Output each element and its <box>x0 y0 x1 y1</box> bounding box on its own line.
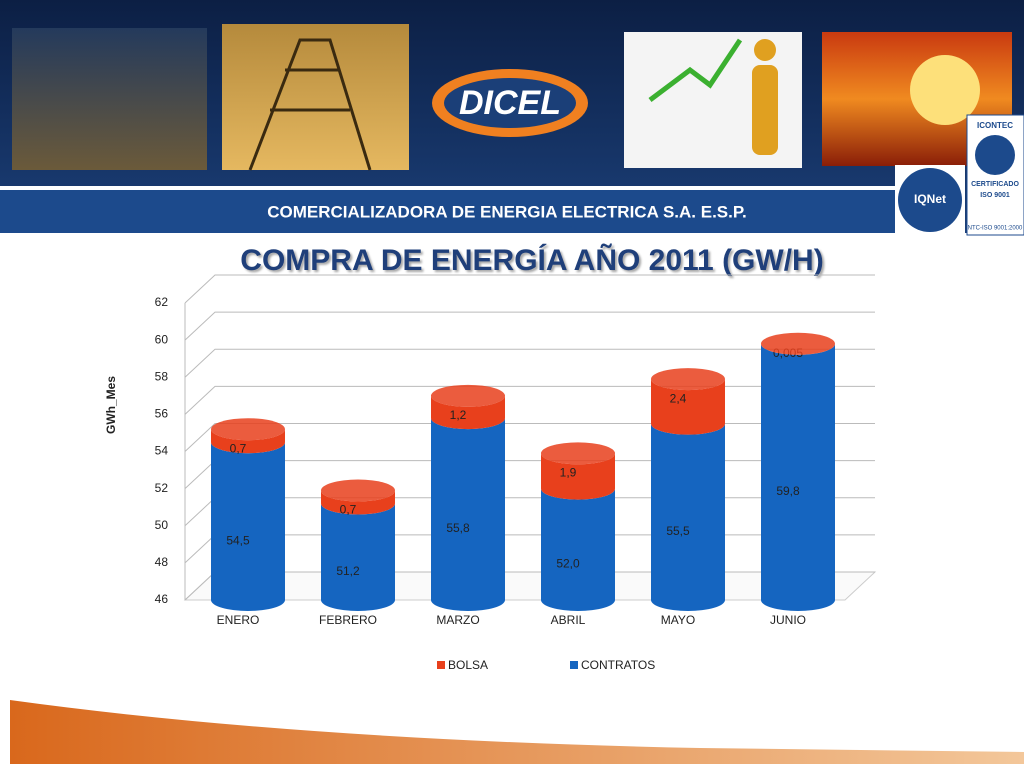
chart: 46 48 50 52 54 56 58 60 62 ENERO 54,5 0,7 FEBRERO 51,… <box>155 274 877 672</box>
cert-label: CERTIFICADO <box>971 181 1019 188</box>
x-tick-label: MAYO <box>661 613 695 627</box>
x-tick-label: ABRIL <box>551 613 586 627</box>
value-label: 1,2 <box>450 408 467 422</box>
bar-segment <box>321 490 396 515</box>
bar-cap <box>761 332 835 355</box>
bar-segment <box>431 395 505 430</box>
icontec-badge <box>966 114 1024 236</box>
value-label: 1,9 <box>560 466 577 480</box>
tower-icon <box>248 38 372 171</box>
value-label: 55,5 <box>666 524 690 538</box>
value-label: 52,0 <box>556 556 580 570</box>
cert-iqnet: IQNet <box>914 192 946 206</box>
iqnet-circle <box>898 168 962 232</box>
y-tick-label: 54 <box>155 444 169 458</box>
x-tick-label: ENERO <box>217 613 260 627</box>
legend-swatch <box>570 661 578 669</box>
value-label: 55,8 <box>446 521 470 535</box>
bar-segment <box>541 453 615 500</box>
value-label: 54,5 <box>226 533 250 547</box>
header-rule <box>0 186 900 190</box>
logo-core <box>444 78 576 128</box>
bar-cap <box>321 479 395 502</box>
legend-label: CONTRATOS <box>581 658 655 672</box>
y-tick-label: 46 <box>155 592 169 606</box>
cert-iso: ISO 9001 <box>980 192 1010 199</box>
bar-cap <box>211 418 285 441</box>
y-tick-label: 48 <box>155 555 169 569</box>
cert-ntc: NTC-ISO 9001:2000 <box>968 226 1023 232</box>
bar-cap <box>431 384 505 407</box>
logo-text: DICEL <box>459 84 561 122</box>
bar-segment <box>651 423 725 611</box>
y-axis-label: GWh_Mes <box>104 376 118 434</box>
y-tick-label: 60 <box>155 332 169 346</box>
bottom-swoosh <box>10 700 1024 764</box>
y-tick-label: 56 <box>155 407 169 421</box>
bar-segment <box>211 442 285 611</box>
chart-title: COMPRA DE ENERGÍA AÑO 2011 (GW/H) <box>240 243 823 277</box>
photo-tower <box>222 24 409 170</box>
cert-icontec: ICONTEC <box>977 121 1013 130</box>
grid-line <box>184 274 875 304</box>
bar-segment <box>541 488 615 611</box>
x-tick-label: FEBRERO <box>319 613 377 627</box>
y-tick-label: 58 <box>155 369 169 383</box>
value-label: 59,8 <box>776 484 800 498</box>
company-name: COMERCIALIZADORA DE ENERGIA ELECTRICA S.… <box>267 202 747 221</box>
growth-arrow <box>648 38 743 102</box>
legend-label: BOLSA <box>448 658 488 672</box>
y-tick-label: 50 <box>155 518 169 532</box>
icontec-logo <box>975 135 1015 175</box>
x-tick-label: JUNIO <box>770 613 806 627</box>
photo-city <box>12 28 207 170</box>
bar-segment <box>761 343 835 611</box>
x-tick-label: MARZO <box>436 613 479 627</box>
bar-segment <box>651 379 725 435</box>
bar-segment <box>211 429 285 454</box>
value-label: 0,7 <box>340 503 357 517</box>
person-body <box>752 65 778 155</box>
person-head <box>754 39 776 61</box>
value-label: 2,4 <box>670 391 687 405</box>
company-strip <box>0 190 895 233</box>
bar-segment <box>321 503 396 611</box>
bar-segment <box>431 418 505 611</box>
bar-cap <box>651 368 725 391</box>
grid-line <box>184 311 875 341</box>
value-label: 51,2 <box>336 564 360 578</box>
bar-cap <box>541 442 615 465</box>
legend-swatch <box>437 661 445 669</box>
y-tick-label: 52 <box>155 481 169 495</box>
y-tick-label: 62 <box>155 295 169 309</box>
value-label: 0,7 <box>230 441 247 455</box>
grid-line <box>184 348 875 378</box>
sun <box>910 55 980 125</box>
